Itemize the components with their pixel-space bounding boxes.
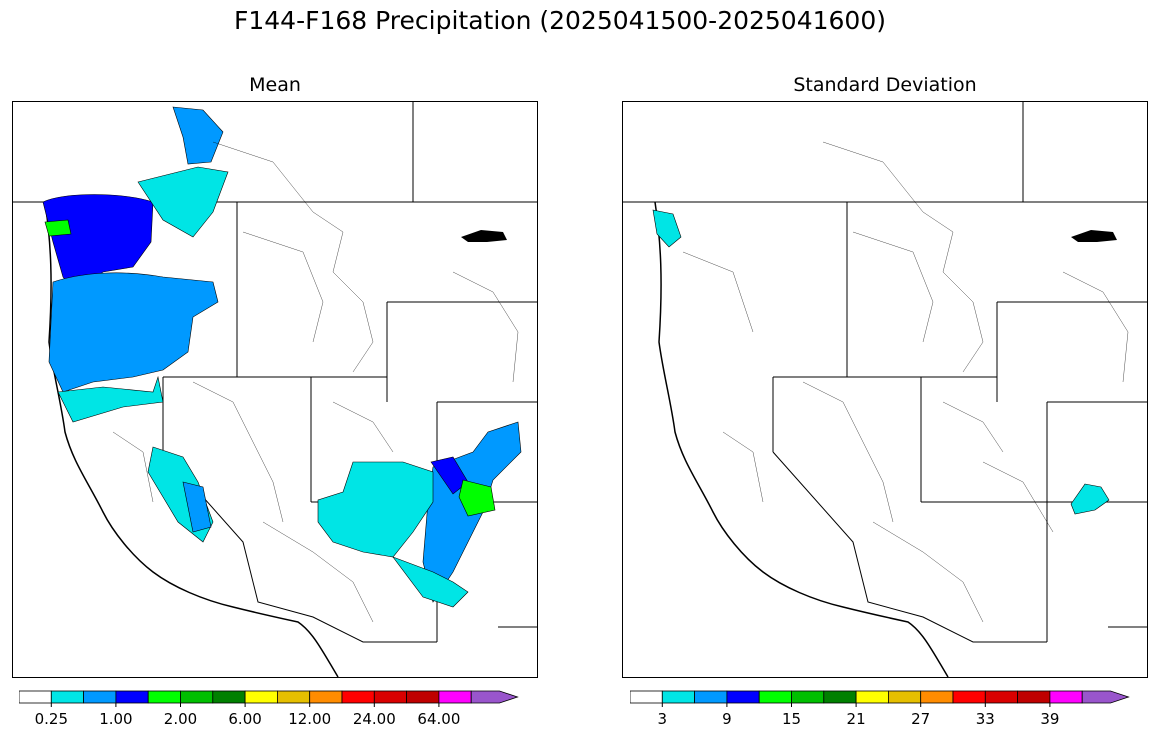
mean-colorbar-swatches (19, 690, 519, 707)
stddev-colorbar-tick-label: 3 (657, 710, 668, 728)
mean-colorbar-swatch (115, 690, 149, 704)
mean-colorbar-swatch (309, 690, 343, 704)
mean-panel-title: Mean (249, 74, 301, 96)
mean-colorbar-tick-label: 0.25 (34, 710, 68, 728)
mean-colorbar-tick-label: 1.00 (99, 710, 133, 728)
mean-colorbar-tick-label: 12.00 (288, 710, 332, 728)
stddev-colorbar-swatch (1017, 690, 1051, 704)
mean-colorbar: 0.25 1.00 2.00 6.00 12.00 24.00 64.00 (19, 688, 559, 738)
stddev-colorbar-swatch (984, 690, 1018, 704)
stddev-map-svg (623, 102, 1147, 677)
stddev-colorbar-swatch (887, 690, 922, 704)
mean-colorbar-swatch (470, 690, 519, 704)
mean-colorbar-tick-label: 24.00 (352, 710, 396, 728)
stddev-colorbar-swatch (630, 690, 663, 704)
mean-colorbar-swatch (406, 690, 440, 704)
stddev-colorbar-tick-label: 27 (911, 710, 931, 728)
stddev-colorbar-swatch (791, 690, 825, 704)
mean-precip-fills (42, 106, 522, 608)
stddev-colorbar-swatches (630, 690, 1130, 707)
mean-basin-outlines (112, 141, 519, 623)
mean-colorbar-swatch (50, 690, 84, 704)
stddev-colorbar-tick-label: 21 (846, 710, 866, 728)
stddev-colorbar-tick-label: 33 (975, 710, 995, 728)
stddev-coastline (654, 201, 949, 677)
stddev-colorbar-swatch (920, 690, 954, 704)
stddev-great-salt-lake (1071, 230, 1117, 242)
mean-colorbar-swatch (83, 690, 117, 704)
stddev-panel-title: Standard Deviation (793, 74, 977, 96)
stddev-colorbar-tick-label: 39 (1040, 710, 1060, 728)
mean-colorbar-swatch (373, 690, 407, 704)
mean-map (12, 101, 538, 678)
mean-great-salt-lake (461, 230, 507, 242)
stddev-basin-outlines (682, 141, 1129, 623)
mean-colorbar-swatch (212, 690, 246, 704)
stddev-colorbar-swatch (823, 690, 857, 704)
stddev-colorbar-swatch (726, 690, 760, 704)
stddev-colorbar-swatch (855, 690, 889, 704)
stddev-colorbar-swatch (758, 690, 792, 704)
mean-colorbar-tick-label: 2.00 (163, 710, 198, 728)
stddev-colorbar-swatch (661, 690, 695, 704)
mean-colorbar-tick-label: 6.00 (228, 710, 262, 728)
mean-colorbar-swatch (341, 690, 375, 704)
mean-colorbar-swatch (276, 690, 311, 704)
mean-map-svg (13, 102, 537, 677)
stddev-map (622, 101, 1148, 678)
stddev-state-boundaries (623, 102, 1147, 643)
stddev-colorbar-swatch (694, 690, 728, 704)
stddev-colorbar: 3 9 15 21 27 33 39 (630, 688, 1159, 738)
figure-title: F144-F168 Precipitation (2025041500-2025… (233, 6, 886, 35)
mean-colorbar-tick-label: 64.00 (417, 710, 461, 728)
mean-colorbar-swatch (19, 690, 52, 704)
stddev-colorbar-tick-label: 15 (781, 710, 802, 728)
mean-colorbar-swatch (438, 690, 472, 704)
stddev-colorbar-swatch (1049, 690, 1083, 704)
mean-colorbar-swatch (244, 690, 278, 704)
mean-colorbar-swatch (147, 690, 181, 704)
stddev-colorbar-swatch (1081, 690, 1130, 704)
mean-coastline (44, 201, 339, 677)
stddev-precip-fills (652, 209, 1110, 515)
stddev-colorbar-tick-label: 9 (722, 710, 732, 728)
mean-colorbar-swatch (180, 690, 214, 704)
stddev-colorbar-swatch (952, 690, 986, 704)
